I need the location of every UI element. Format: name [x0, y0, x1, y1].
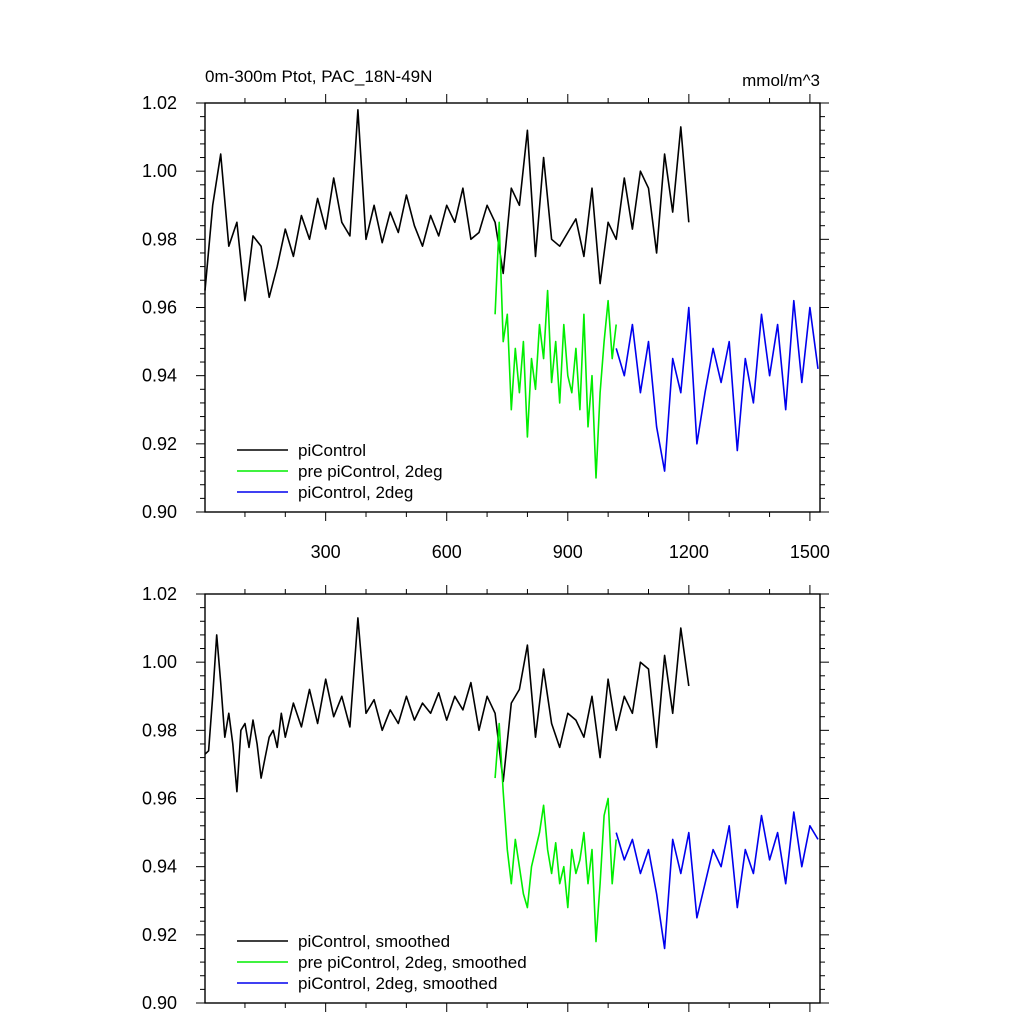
units-label: mmol/m^3: [742, 71, 820, 90]
bottom-legend-label: pre piControl, 2deg, smoothed: [298, 953, 527, 972]
bottom-y-tick-label: 0.92: [142, 925, 177, 945]
top-y-tick-label: 0.96: [142, 298, 177, 318]
top-legend-label: piControl: [298, 441, 366, 460]
top-series-line-1: [204, 109, 690, 302]
bottom-y-tick-label: 0.90: [142, 993, 177, 1013]
top-y-tick-label: 0.92: [142, 434, 177, 454]
bottom-series-line-2: [494, 722, 617, 943]
bottom-y-tick-label: 0.94: [142, 857, 177, 877]
top-series-line-3: [615, 299, 819, 472]
bottom-y-tick-label: 1.02: [142, 584, 177, 604]
bottom-series-line-1: [204, 617, 690, 793]
top-legend-label: piControl, 2deg: [298, 483, 413, 502]
top-panel: 0.90 0.92 0.94 0.96 0.98 1.00 1.02 300 600 900 120…: [142, 93, 830, 562]
top-x-tick-label: 600: [432, 542, 462, 562]
top-x-tick-label: 1500: [790, 542, 830, 562]
bottom-series-line-3: [615, 811, 819, 950]
top-y-tick-label: 1.00: [142, 161, 177, 181]
top-y-tick-label: 0.94: [142, 366, 177, 386]
top-legend-label: pre piControl, 2deg: [298, 462, 443, 481]
bottom-legend-label: piControl, 2deg, smoothed: [298, 974, 497, 993]
top-y-tick-label: 1.02: [142, 93, 177, 113]
plot-title: 0m-300m Ptot, PAC_18N-49N: [205, 67, 432, 86]
bottom-legend-label: piControl, smoothed: [298, 932, 450, 951]
bottom-y-tick-label: 0.98: [142, 720, 177, 740]
top-x-tick-label: 900: [553, 542, 583, 562]
top-y-tick-label: 0.90: [142, 502, 177, 522]
top-x-tick-label: 1200: [669, 542, 709, 562]
top-x-tick-label: 300: [311, 542, 341, 562]
bottom-panel: 0.90 0.92 0.94 0.96 0.98 1.00 1.02 piControl, s…: [142, 584, 829, 1013]
bottom-y-tick-label: 0.96: [142, 789, 177, 809]
top-y-tick-label: 0.98: [142, 229, 177, 249]
top-series-line-2: [494, 221, 617, 479]
bottom-y-tick-label: 1.00: [142, 652, 177, 672]
